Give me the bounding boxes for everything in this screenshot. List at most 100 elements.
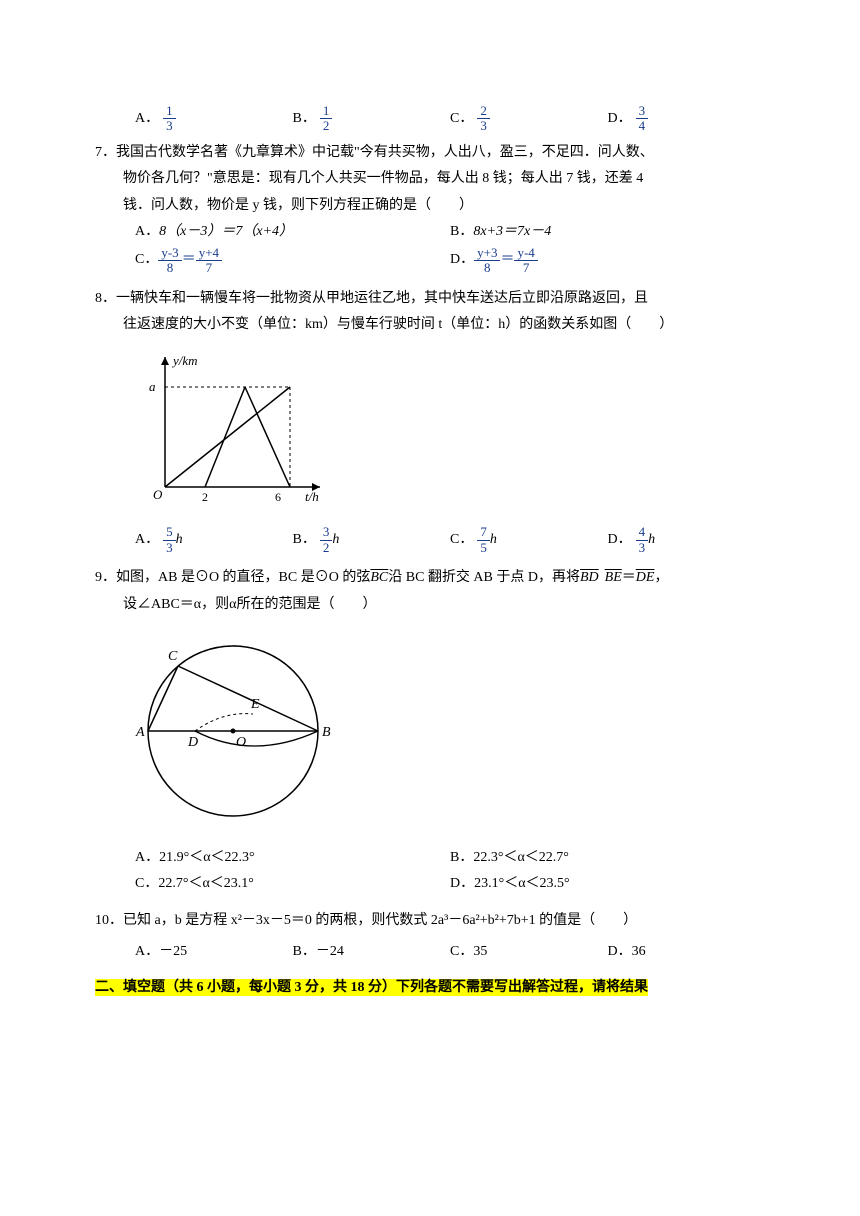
option-label: B． [450, 219, 473, 246]
option-label: C． [450, 527, 473, 554]
option-text: 23.1°＜α＜23.5° [474, 871, 570, 898]
option-label: C． [135, 247, 158, 274]
option-label: A． [135, 845, 159, 872]
fraction: 1 3 [163, 104, 176, 134]
question-9: 9．如图，AB 是⊙O 的直径，BC 是⊙O 的弦BC沿 BC 翻折交 AB 于… [95, 565, 765, 898]
q8-line2: 往返速度的大小不变（单位：km）与慢车行驶时间 t（单位：h）的函数关系如图（ … [95, 312, 765, 339]
q10-option-d: D． 36 [608, 939, 766, 966]
arc-bc: BC [370, 570, 388, 585]
question-7: 7．我国古代数学名著《九章算术》中记载"今有共买物，人出八，盈三，不足四．问人数… [95, 140, 765, 276]
option-text: 22.7°＜α＜23.1° [158, 871, 254, 898]
fraction: y-4 7 [514, 246, 537, 276]
q8-options: A． 5 3 h B． 3 2 h C． 7 5 h D． 4 3 h [95, 525, 765, 555]
question-number: 8． [95, 286, 116, 313]
fraction: 3 2 [320, 525, 333, 555]
arc-be: BE [605, 570, 622, 585]
q7-options-row2: C． y-3 8 ＝ y+4 7 D． y+3 8 ＝ y-4 7 [95, 246, 765, 276]
q6-option-d: D． 3 4 [608, 104, 766, 134]
option-text: 8（x－3）＝7（x+4） [159, 219, 293, 246]
arc-bd: BD [580, 570, 599, 585]
svg-text:t/h: t/h [305, 489, 319, 504]
q6-option-b: B． 1 2 [293, 104, 451, 134]
q8-stem: 8．一辆快车和一辆慢车将一批物资从甲地运往乙地，其中快车送达后立即沿原路返回，且 [95, 286, 765, 313]
option-text: 8x+3＝7x－4 [473, 219, 551, 246]
svg-text:2: 2 [202, 490, 208, 504]
svg-text:A: A [135, 725, 145, 740]
q6-options: A． 1 3 B． 1 2 C． 2 3 D． 3 4 [95, 104, 765, 134]
svg-text:6: 6 [275, 490, 281, 504]
q9-option-b: B． 22.3°＜α＜22.7° [450, 845, 765, 872]
q9-figure: A B C D E O [123, 626, 765, 837]
q9-stem-line1: 9．如图，AB 是⊙O 的直径，BC 是⊙O 的弦BC沿 BC 翻折交 AB 于… [95, 565, 765, 592]
option-label: A． [135, 939, 159, 966]
svg-text:D: D [187, 735, 198, 750]
option-text: 36 [632, 939, 646, 966]
svg-text:O: O [236, 735, 246, 750]
q9-option-c: C． 22.7°＜α＜23.1° [135, 871, 450, 898]
q7-line3: 钱．问人数，物价是 y 钱，则下列方程正确的是（ ） [95, 193, 765, 220]
option-text: －24 [316, 939, 344, 966]
fraction: 7 5 [477, 525, 490, 555]
question-8: 8．一辆快车和一辆慢车将一批物资从甲地运往乙地，其中快车送达后立即沿原路返回，且… [95, 286, 765, 555]
q10-option-c: C． 35 [450, 939, 608, 966]
q7-stem: 7．我国古代数学名著《九章算术》中记载"今有共买物，人出八，盈三，不足四．问人数… [95, 140, 765, 167]
question-number: 7． [95, 140, 116, 167]
option-text: －25 [159, 939, 187, 966]
q7-options-row1: A． 8（x－3）＝7（x+4） B． 8x+3＝7x－4 [95, 219, 765, 246]
option-label: D． [608, 106, 632, 133]
arc-de: DE [636, 570, 655, 585]
option-label: B． [450, 845, 473, 872]
svg-text:a: a [149, 379, 156, 394]
q9-option-d: D． 23.1°＜α＜23.5° [450, 871, 765, 898]
section-2-header: 二、填空题（共 6 小题，每小题 3 分，共 18 分）下列各题不需要写出解答过… [95, 975, 765, 1002]
q7-option-d: D． y+3 8 ＝ y-4 7 [450, 246, 765, 276]
q7-line2: 物价各几何？"意思是：现有几个人共买一件物品，每人出 8 钱；每人出 7 钱，还… [95, 166, 765, 193]
option-text: 21.9°＜α＜22.3° [159, 845, 255, 872]
option-label: C． [135, 871, 158, 898]
option-label: B． [293, 106, 316, 133]
fraction: 4 3 [636, 525, 649, 555]
option-label: B． [293, 527, 316, 554]
svg-text:O: O [153, 487, 163, 502]
q8-option-b: B． 3 2 h [293, 525, 451, 555]
option-label: B． [293, 939, 316, 966]
question-number: 10． [95, 908, 123, 935]
q9-option-a: A． 21.9°＜α＜22.3° [135, 845, 450, 872]
option-text: 22.3°＜α＜22.7° [473, 845, 569, 872]
function-graph-svg: y/km t/h O a 2 6 [135, 347, 335, 507]
fraction: 3 4 [636, 104, 649, 134]
question-10: 10．已知 a，b 是方程 x²－3x－5＝0 的两根，则代数式 2a³－6a²… [95, 908, 765, 965]
option-label: D． [450, 247, 474, 274]
fraction: y-3 8 [158, 246, 181, 276]
fraction: y+3 8 [474, 246, 500, 276]
option-label: C． [450, 939, 473, 966]
q8-graph: y/km t/h O a 2 6 [135, 347, 765, 518]
q8-option-d: D． 4 3 h [608, 525, 766, 555]
option-label: D． [608, 939, 632, 966]
fraction: 5 3 [163, 525, 176, 555]
option-label: A． [135, 219, 159, 246]
option-label: D． [450, 871, 474, 898]
q10-option-b: B． －24 [293, 939, 451, 966]
fraction: 1 2 [320, 104, 333, 134]
option-text: 35 [473, 939, 487, 966]
q9-options-row1: A． 21.9°＜α＜22.3° B． 22.3°＜α＜22.7° [95, 845, 765, 872]
q8-option-c: C． 7 5 h [450, 525, 608, 555]
q9-options-row2: C． 22.7°＜α＜23.1° D． 23.1°＜α＜23.5° [95, 871, 765, 898]
option-label: C． [450, 106, 473, 133]
fraction: y+4 7 [196, 246, 222, 276]
q7-option-c: C． y-3 8 ＝ y+4 7 [135, 246, 450, 276]
option-label: A． [135, 527, 159, 554]
svg-text:y/km: y/km [171, 353, 198, 368]
q8-option-a: A． 5 3 h [135, 525, 293, 555]
question-number: 9． [95, 565, 116, 592]
q6-option-a: A． 1 3 [135, 104, 293, 134]
q6-option-c: C． 2 3 [450, 104, 608, 134]
q9-line2: 设∠ABC＝α，则α所在的范围是（ ） [95, 592, 765, 619]
svg-text:B: B [322, 725, 331, 740]
svg-text:E: E [250, 697, 260, 712]
fraction: 2 3 [477, 104, 490, 134]
circle-figure-svg: A B C D E O [123, 626, 343, 826]
q10-options: A． －25 B． －24 C． 35 D． 36 [95, 939, 765, 966]
q7-option-b: B． 8x+3＝7x－4 [450, 219, 765, 246]
